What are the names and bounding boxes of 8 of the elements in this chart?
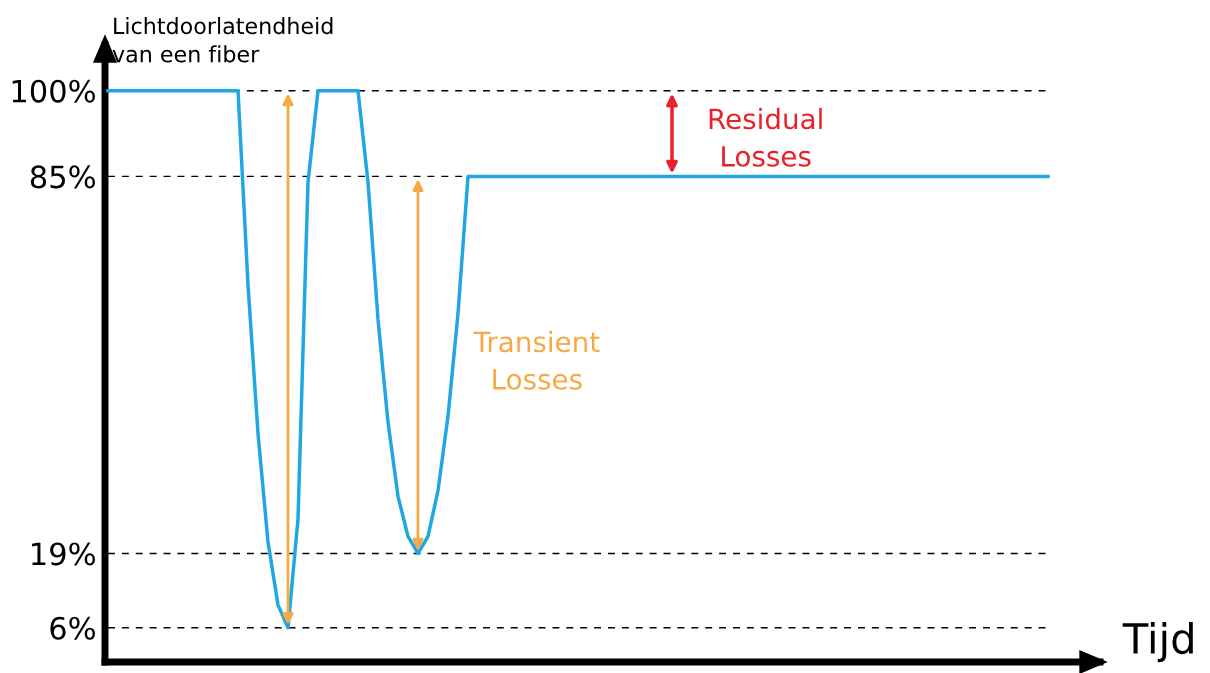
- y-tick-label: 6%: [50, 616, 95, 640]
- annotation: Residual Losses: [709, 107, 822, 167]
- y-tick-label: 85%: [30, 165, 95, 189]
- y-tick-label: 100%: [12, 79, 95, 103]
- annotation: Transient Losses: [473, 330, 600, 390]
- line-series: [106, 88, 1050, 630]
- x-axis-title: Tijd: [1122, 621, 1193, 663]
- y-tick-label: 19%: [32, 542, 95, 566]
